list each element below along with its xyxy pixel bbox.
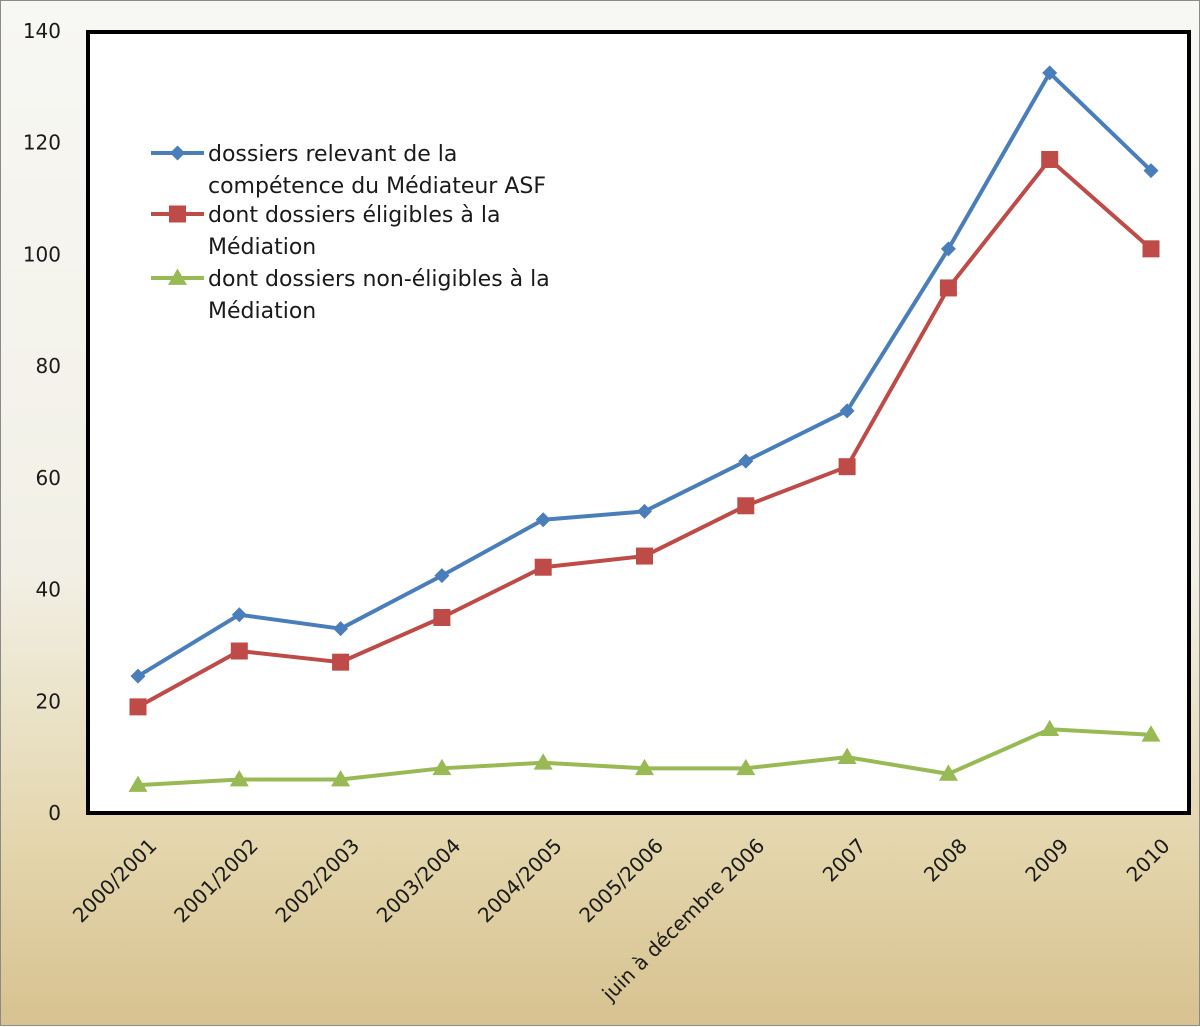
series-0-point-7 — [839, 403, 855, 419]
y-tick-label-3: 60 — [36, 466, 61, 490]
series-0-point-3 — [434, 568, 450, 584]
series-0-point-2 — [333, 621, 349, 637]
series-2-point-8 — [938, 764, 958, 781]
series-2-point-9 — [1040, 719, 1060, 737]
series-0-point-6 — [738, 453, 754, 469]
series-2-point-2 — [331, 769, 351, 787]
legend-label-2-line-1: Médiation — [208, 299, 316, 324]
series-1-point-6 — [737, 497, 755, 515]
legend-swatch-marker-0 — [170, 145, 185, 161]
legend-label-1: dont dossiers éligibles à la Médiation — [208, 203, 500, 260]
series-1-point-9 — [1041, 150, 1059, 168]
series-2-point-4 — [533, 753, 553, 770]
series-2-point-6 — [736, 758, 756, 776]
legend-label-0-line-0: dossiers relevant de la — [208, 142, 457, 167]
x-tick-label-0: 2000/2001 — [68, 834, 162, 928]
x-tick-label-1: 2001/2002 — [169, 834, 263, 928]
legend-label-1-line-1: Médiation — [208, 235, 316, 260]
legend-label-0: dossiers relevant de la compétence du Méd… — [208, 142, 546, 199]
series-1-point-10 — [1142, 240, 1160, 258]
series-1-point-5 — [636, 547, 653, 565]
y-tick-label-7: 140 — [23, 19, 61, 43]
y-axis: 0 20 40 60 80 100 120 140 — [23, 19, 61, 825]
series-2-point-10 — [1141, 725, 1161, 742]
legend-swatch-marker-1 — [169, 205, 186, 223]
series-2-point-7 — [837, 747, 857, 764]
y-tick-label-6: 120 — [23, 131, 61, 155]
series-0-point-9 — [1042, 65, 1058, 81]
y-tick-label-4: 80 — [36, 354, 61, 378]
legend-label-2: dont dossiers non-éligibles à la Médiatio… — [208, 267, 550, 324]
y-tick-label-0: 0 — [48, 801, 61, 825]
legend-label-0-line-1: compétence du Médiateur ASF — [208, 174, 546, 199]
x-tick-label-6: juin à décembre 2006 — [597, 834, 770, 1007]
series-1-point-1 — [230, 642, 248, 660]
x-tick-label-9: 2009 — [1020, 834, 1073, 887]
legend-label-1-line-0: dont dossiers éligibles à la — [208, 203, 500, 228]
series-1-point-3 — [433, 609, 451, 626]
x-axis: 2000/2001 2001/2002 2002/2003 2003/2004 2004… — [68, 834, 1175, 1007]
series-0 — [130, 65, 1159, 684]
x-tick-label-7: 2007 — [818, 834, 871, 887]
series-2-point-1 — [229, 769, 249, 787]
legend: dossiers relevant de la compétence du Méd… — [151, 142, 550, 324]
x-tick-label-10: 2010 — [1122, 834, 1175, 887]
legend-item-0: dossiers relevant de la compétence du Méd… — [151, 142, 546, 199]
series-1 — [129, 150, 1160, 716]
legend-item-2: dont dossiers non-éligibles à la Médiatio… — [151, 267, 550, 324]
plot-area — [86, 30, 1191, 815]
x-tick-label-5: 2005/2006 — [574, 834, 668, 928]
series-2-point-5 — [635, 758, 654, 776]
series-1-point-2 — [332, 653, 350, 671]
legend-swatch-marker-2 — [168, 268, 187, 285]
series-1-point-7 — [838, 458, 856, 476]
y-tick-label-5: 100 — [23, 242, 61, 266]
x-tick-label-8: 2008 — [919, 834, 972, 887]
series-2 — [128, 719, 1161, 792]
series-2-point-3 — [432, 758, 452, 776]
series-1-point-0 — [129, 698, 147, 716]
series-1-point-8 — [939, 279, 957, 297]
x-tick-label-2: 2002/2003 — [270, 834, 364, 928]
series-0-point-5 — [637, 503, 652, 519]
legend-item-1: dont dossiers éligibles à la Médiation — [151, 203, 500, 260]
x-tick-label-4: 2004/2005 — [473, 834, 567, 928]
series-0-point-4 — [535, 512, 551, 528]
series-0-point-0 — [130, 668, 146, 684]
series-2-point-0 — [128, 775, 148, 792]
series-0-point-8 — [940, 241, 956, 257]
series-1-point-4 — [534, 558, 552, 576]
x-tick-label-3: 2003/2004 — [372, 834, 466, 928]
y-tick-label-1: 20 — [36, 689, 61, 713]
legend-label-2-line-0: dont dossiers non-éligibles à la — [208, 267, 550, 292]
series-layer — [128, 65, 1161, 792]
series-0-point-10 — [1143, 163, 1159, 179]
series-0-point-1 — [231, 607, 247, 623]
y-tick-label-2: 40 — [36, 578, 61, 602]
